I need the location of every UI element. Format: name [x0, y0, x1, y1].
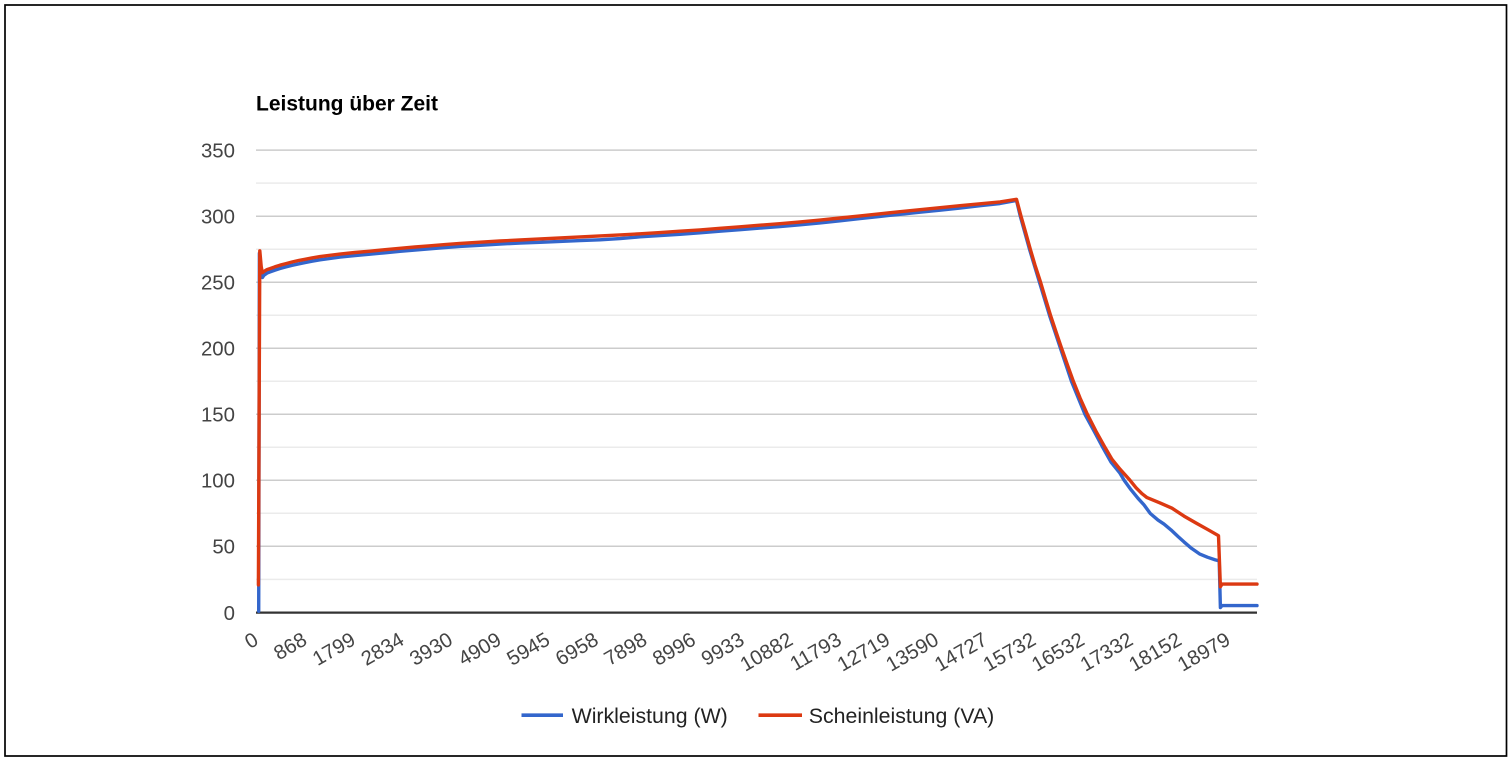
svg-text:150: 150 — [201, 405, 235, 427]
svg-text:Leistung über Zeit: Leistung über Zeit — [256, 93, 438, 116]
svg-text:200: 200 — [201, 339, 235, 361]
svg-text:50: 50 — [212, 537, 235, 559]
svg-text:100: 100 — [201, 471, 235, 493]
svg-text:Wirkleistung (W): Wirkleistung (W) — [572, 704, 728, 728]
svg-text:250: 250 — [201, 273, 235, 295]
svg-text:300: 300 — [201, 207, 235, 229]
svg-text:350: 350 — [201, 140, 235, 162]
svg-text:Scheinleistung (VA): Scheinleistung (VA) — [809, 704, 994, 728]
svg-text:0: 0 — [224, 603, 235, 625]
